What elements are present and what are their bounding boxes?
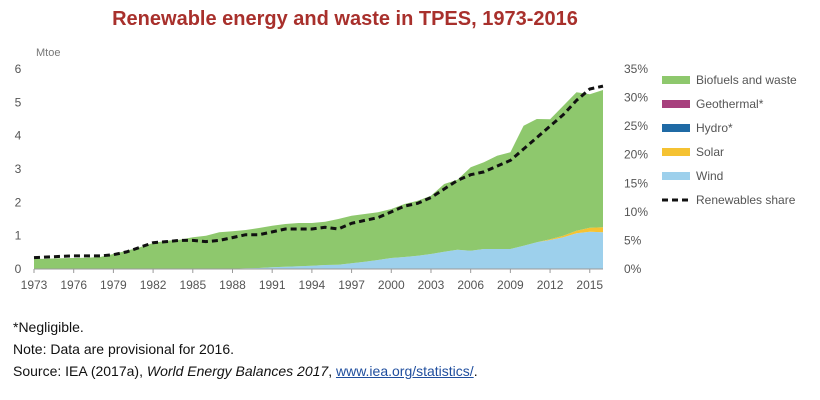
legend-swatch-hydro — [662, 124, 690, 132]
legend-swatch-solar — [662, 148, 690, 156]
x-tick-label: 1979 — [100, 278, 127, 292]
source-link[interactable]: www.iea.org/statistics/ — [335, 363, 474, 379]
x-tick-label: 1973 — [21, 278, 48, 292]
y-left-tick-label: 2 — [15, 195, 22, 209]
legend-label-renewables-share: Renewables share — [696, 193, 796, 207]
note-source: Source: IEA (2017a), World Energy Balanc… — [13, 360, 478, 382]
y-left-tick-label: 6 — [15, 62, 22, 76]
y-right-tick-label: 10% — [624, 205, 648, 219]
y-right-tick-label: 25% — [624, 119, 648, 133]
note-provisional: Note: Data are provisional for 2016. — [13, 341, 235, 357]
x-tick-label: 2015 — [576, 278, 603, 292]
y-right-tick-label: 20% — [624, 148, 648, 162]
y-left-tick-label: 3 — [15, 162, 22, 176]
legend-label-hydro: Hydro* — [696, 121, 733, 135]
x-tick-label: 2012 — [537, 278, 564, 292]
legend-label-biofuels-and-waste: Biofuels and waste — [696, 73, 797, 87]
source-prefix: Source: IEA (2017a), — [13, 363, 147, 379]
y-right-tick-label: 15% — [624, 176, 648, 190]
legend-swatch-wind — [662, 172, 690, 180]
legend-label-wind: Wind — [696, 169, 723, 183]
chart-notes: *Negligible. Note: Data are provisional … — [13, 316, 478, 382]
chart-title: Renewable energy and waste in TPES, 1973… — [112, 8, 578, 30]
y-right-tick-label: 0% — [624, 262, 642, 276]
x-tick-label: 1976 — [60, 278, 87, 292]
y-right-tick-label: 5% — [624, 233, 642, 247]
line-renewables-share — [33, 84, 604, 260]
x-tick-label: 2009 — [497, 278, 524, 292]
source-title: World Energy Balances 2017 — [146, 363, 329, 379]
y-unit-label: Mtoe — [36, 47, 60, 59]
x-tick-label: 1994 — [299, 278, 326, 292]
y-left-tick-label: 4 — [15, 129, 22, 143]
y-right-tick-label: 35% — [624, 62, 648, 76]
legend-label-geothermal: Geothermal* — [696, 97, 764, 111]
area-wind — [34, 231, 603, 269]
y-left-tick-label: 5 — [15, 95, 22, 109]
legend-swatch-biofuels-and-waste — [662, 76, 690, 84]
x-tick-label: 2006 — [457, 278, 484, 292]
y-left-tick-label: 0 — [15, 262, 22, 276]
y-left-tick-label: 1 — [15, 229, 22, 243]
source-end: . — [473, 363, 478, 379]
legend-label-solar: Solar — [696, 145, 724, 159]
x-tick-label: 2000 — [378, 278, 405, 292]
x-tick-label: 1985 — [179, 278, 206, 292]
area-biofuels-and-waste — [34, 90, 603, 269]
x-tick-label: 2003 — [418, 278, 445, 292]
legend-swatch-geothermal — [662, 100, 690, 108]
x-tick-label: 1982 — [140, 278, 167, 292]
x-tick-label: 1988 — [219, 278, 246, 292]
y-right-tick-label: 30% — [624, 91, 648, 105]
x-tick-label: 1991 — [259, 278, 286, 292]
chart-plot: 0 1 2 3 4 5 6 Mtoe 0% 5% 10% 15% 20% 25% 30% 35% 1973 197… — [15, 47, 797, 292]
source-separator: , — [328, 363, 336, 379]
note-negligible: *Negligible. — [13, 319, 84, 335]
x-tick-label: 1997 — [338, 278, 365, 292]
